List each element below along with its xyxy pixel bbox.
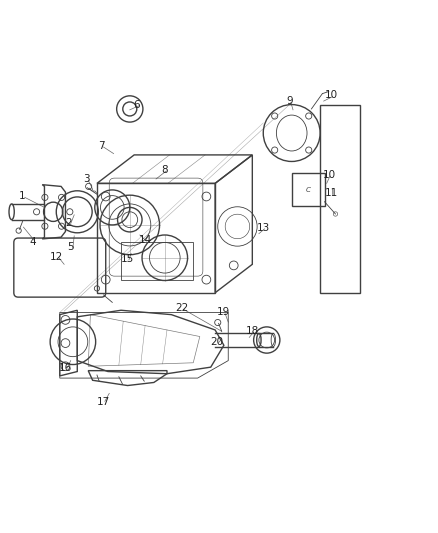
Text: 4: 4 (29, 237, 36, 247)
Text: 7: 7 (98, 141, 104, 151)
Text: 17: 17 (97, 397, 110, 407)
Text: 10: 10 (324, 90, 337, 100)
Text: 6: 6 (133, 100, 139, 110)
Text: 20: 20 (210, 337, 223, 347)
Text: 19: 19 (217, 308, 230, 318)
Text: 11: 11 (324, 188, 337, 198)
Text: 22: 22 (175, 303, 188, 313)
Text: 12: 12 (50, 252, 63, 262)
Text: 8: 8 (161, 165, 168, 175)
Text: 16: 16 (59, 363, 72, 373)
Text: 5: 5 (67, 242, 74, 252)
Text: 14: 14 (138, 235, 152, 245)
Text: 10: 10 (321, 171, 335, 181)
Text: 1: 1 (19, 191, 26, 201)
Text: 2: 2 (65, 218, 72, 228)
Text: C: C (305, 187, 310, 193)
Text: 13: 13 (256, 223, 269, 233)
Text: 9: 9 (286, 96, 292, 106)
Text: 18: 18 (245, 326, 258, 336)
Text: 3: 3 (82, 174, 89, 184)
Text: 15: 15 (121, 254, 134, 264)
